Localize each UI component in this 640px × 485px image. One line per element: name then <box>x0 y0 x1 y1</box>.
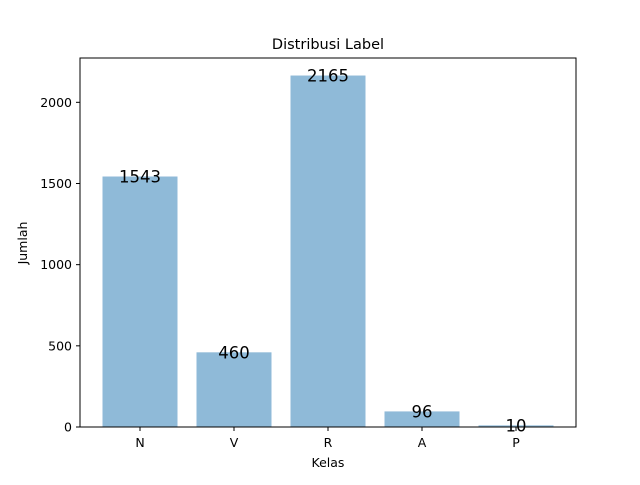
x-tick-label-R: R <box>324 435 333 450</box>
bar-value-label-N: 1543 <box>119 168 161 187</box>
bar-labels-group: 1543 460 2165 96 10 <box>119 67 527 436</box>
bar-value-label-P: 10 <box>506 416 527 435</box>
y-tick-label-0: 0 <box>64 420 72 435</box>
bar-N <box>102 176 178 427</box>
x-tick-label-V: V <box>230 435 239 450</box>
bar-value-label-A: 96 <box>412 402 433 421</box>
chart-title: Distribusi Label <box>272 37 384 53</box>
y-tick-label-500: 500 <box>48 338 72 353</box>
x-tick-label-P: P <box>512 435 520 450</box>
bar-V <box>196 352 272 427</box>
y-tick-label-1000: 1000 <box>40 257 72 272</box>
bars-group <box>102 75 554 427</box>
bar-P <box>478 425 554 427</box>
y-tick-label-2000: 2000 <box>40 95 72 110</box>
bar-R <box>290 75 366 427</box>
x-tick-label-A: A <box>418 435 427 450</box>
bar-value-label-R: 2165 <box>307 67 349 86</box>
y-tick-label-1500: 1500 <box>40 176 72 191</box>
bar-A <box>384 411 460 427</box>
x-tick-label-N: N <box>135 435 144 450</box>
y-axis: 0 500 1000 1500 2000 <box>40 95 80 435</box>
x-axis-label: Kelas <box>312 455 345 470</box>
y-axis-label: Jumlah <box>15 222 30 266</box>
bar-value-label-V: 460 <box>218 343 250 362</box>
